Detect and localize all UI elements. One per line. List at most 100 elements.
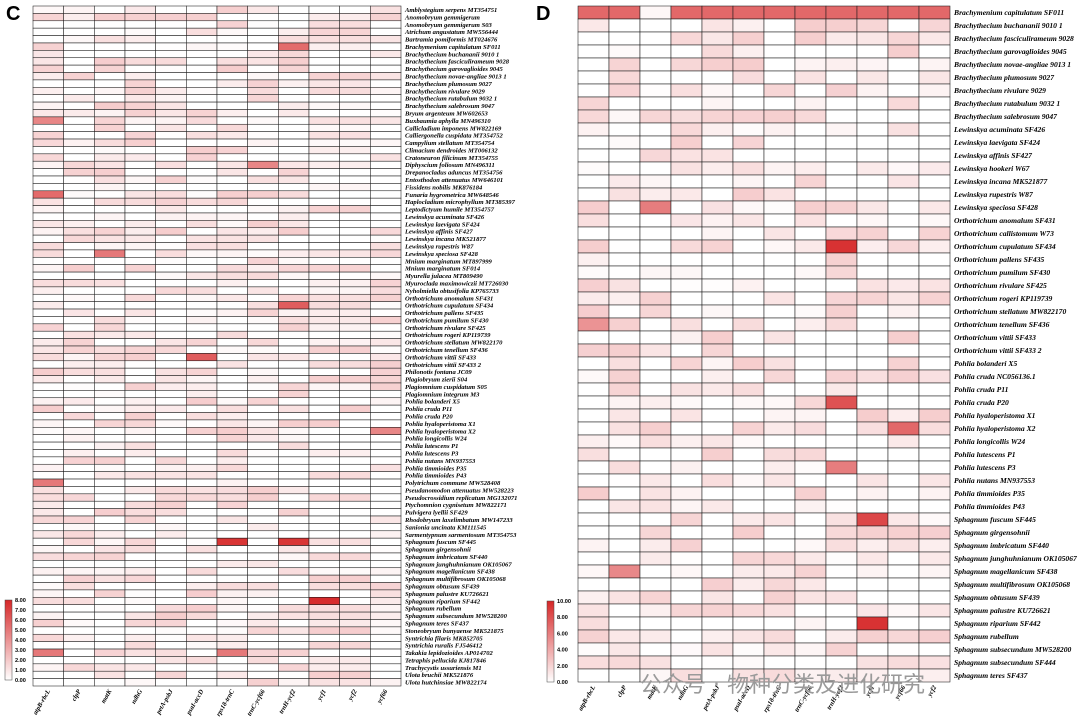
heatmap-cell — [216, 619, 248, 628]
heatmap-cell — [370, 604, 402, 613]
heatmap-cell — [216, 323, 248, 332]
column-label: clpP — [71, 688, 84, 703]
heatmap-cell — [247, 441, 279, 450]
heatmap-cell — [186, 604, 218, 613]
heatmap-cell — [63, 242, 95, 251]
heatmap-cell — [278, 486, 310, 495]
heatmap-cell — [94, 574, 126, 583]
heatmap-cell — [308, 35, 340, 44]
heatmap-cell — [856, 486, 889, 501]
heatmap-cell — [278, 412, 310, 421]
heatmap-cell — [856, 135, 889, 150]
row-label: Lewinskya rupestris W87 — [404, 244, 474, 251]
heatmap-cell — [339, 27, 371, 36]
heatmap-cell — [155, 271, 187, 280]
heatmap-cell — [339, 42, 371, 51]
column-label: matK — [100, 688, 114, 705]
heatmap-cell — [577, 174, 610, 189]
heatmap-cell — [701, 629, 734, 644]
heatmap-cell — [32, 227, 64, 236]
heatmap-cell — [247, 160, 279, 169]
heatmap-cell — [186, 197, 218, 206]
heatmap-cell — [670, 421, 703, 436]
heatmap-cell — [701, 642, 734, 657]
heatmap-cell — [856, 616, 889, 631]
heatmap-cell — [186, 597, 218, 605]
heatmap-cell — [32, 523, 64, 532]
heatmap-cell — [577, 343, 610, 358]
heatmap-cell — [247, 146, 279, 155]
heatmap-cell — [155, 567, 187, 576]
heatmap-cell — [63, 449, 95, 458]
heatmap-cell — [639, 252, 672, 267]
heatmap-cell — [339, 72, 371, 81]
row-label: Orthotrichum cupulatum SF434 — [405, 303, 494, 310]
heatmap-cell — [370, 257, 402, 265]
heatmap-cell — [63, 64, 95, 73]
heatmap-cell — [701, 473, 734, 488]
colorbar-tick-label: 2.00 — [15, 658, 26, 664]
heatmap-cell — [186, 345, 218, 354]
heatmap-cell — [825, 629, 858, 644]
column-label: ycf2 — [926, 684, 939, 699]
heatmap-cell — [732, 473, 765, 488]
heatmap-cell — [763, 395, 796, 410]
heatmap-cell — [670, 226, 703, 241]
heatmap-cell — [94, 678, 126, 687]
heatmap-cell — [732, 577, 765, 592]
heatmap-cell — [608, 538, 641, 553]
row-label: Diphyscium foliosum MN496311 — [404, 162, 495, 169]
row-label: Plagiomnium cuspidatum S05 — [405, 384, 488, 391]
heatmap-cell — [608, 83, 641, 98]
row-label: Brachythecium rutabulum 9032 1 — [404, 96, 497, 103]
heatmap-cell — [763, 655, 796, 670]
heatmap-cell — [278, 582, 310, 591]
heatmap-cell — [32, 257, 64, 265]
heatmap-cell — [918, 96, 951, 111]
heatmap-cell — [370, 301, 402, 310]
heatmap-cell — [216, 345, 248, 354]
row-label: Brachythecium buchananii 9010 1 — [953, 21, 1063, 30]
heatmap-cell — [247, 670, 279, 679]
heatmap-cell — [887, 655, 920, 670]
heatmap-cell — [278, 589, 310, 598]
heatmap-cell — [278, 27, 310, 36]
heatmap-cell — [94, 619, 126, 628]
heatmap-cell — [155, 316, 187, 325]
heatmap-cell — [124, 293, 156, 302]
heatmap-cell — [794, 304, 827, 319]
heatmap-cell — [32, 382, 64, 391]
heatmap-cell — [701, 538, 734, 553]
heatmap-cell — [701, 148, 734, 163]
row-label: Orthotrichum pallens SF435 — [954, 255, 1045, 264]
heatmap-cell — [94, 493, 126, 502]
heatmap-cell — [216, 419, 248, 428]
heatmap-cell — [216, 197, 248, 206]
heatmap-cell — [278, 234, 310, 243]
heatmap-cell — [278, 13, 310, 22]
heatmap-cell — [308, 552, 340, 561]
heatmap-cell — [370, 249, 402, 258]
heatmap-cell — [216, 160, 248, 169]
heatmap-cell — [639, 304, 672, 319]
heatmap-cell — [608, 564, 641, 579]
heatmap-cell — [887, 447, 920, 462]
heatmap-cell — [887, 278, 920, 293]
heatmap-cell — [794, 226, 827, 241]
heatmap-cell — [608, 434, 641, 449]
heatmap-cell — [124, 456, 156, 465]
heatmap-cell — [339, 35, 371, 44]
heatmap-cell — [155, 101, 187, 110]
heatmap-cell — [918, 408, 951, 423]
heatmap-cell — [247, 486, 279, 495]
heatmap-cell — [732, 369, 765, 384]
heatmap-cell — [124, 79, 156, 88]
heatmap-cell — [216, 168, 248, 177]
heatmap-cell — [763, 564, 796, 579]
heatmap-cell — [825, 395, 858, 410]
heatmap-cell — [794, 213, 827, 228]
heatmap-cell — [32, 441, 64, 450]
heatmap-cell — [608, 44, 641, 59]
heatmap-cell — [732, 486, 765, 501]
heatmap-cell — [918, 174, 951, 189]
